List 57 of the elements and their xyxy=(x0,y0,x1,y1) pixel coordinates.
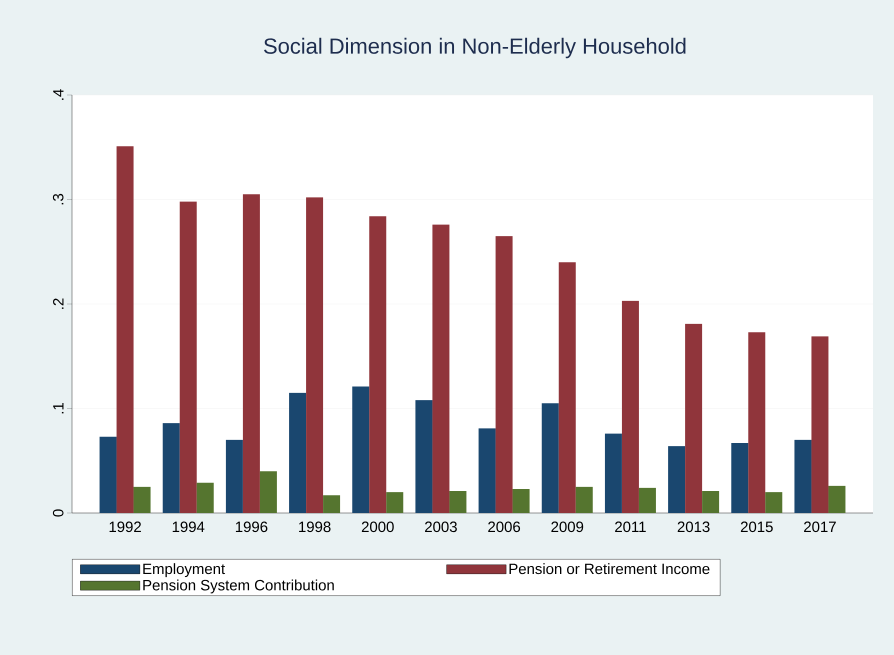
bar xyxy=(558,262,576,513)
bar xyxy=(512,488,530,513)
bar xyxy=(638,488,656,513)
bar xyxy=(196,482,214,513)
legend-label: Pension System Contribution xyxy=(143,579,334,594)
bar xyxy=(134,486,151,513)
legend-label: Employment xyxy=(143,563,226,578)
bar xyxy=(323,495,340,513)
x-tick-label: 1998 xyxy=(299,522,331,532)
bar xyxy=(449,491,466,513)
y-tick-label: .2 xyxy=(53,298,64,309)
y-tick-label: .3 xyxy=(52,194,64,204)
x-tick-label: 2011 xyxy=(615,522,646,532)
x-tick-label: 1996 xyxy=(236,522,268,532)
bar xyxy=(226,440,243,513)
x-tick-label: 2015 xyxy=(740,522,773,532)
bar xyxy=(432,224,450,513)
bar xyxy=(386,492,404,513)
bar xyxy=(496,236,513,513)
bar xyxy=(260,471,277,513)
bar xyxy=(415,400,432,513)
y-tick-label: .4 xyxy=(53,89,64,100)
bar xyxy=(748,332,766,513)
bar xyxy=(731,442,748,513)
x-tick-label: 1992 xyxy=(110,522,141,532)
bar xyxy=(685,324,702,513)
bar xyxy=(116,146,134,513)
x-tick-label: 2009 xyxy=(551,522,584,532)
bar xyxy=(604,434,622,513)
chart-title: Social Dimension in Non-Elderly Household xyxy=(264,38,686,58)
bar xyxy=(702,491,720,513)
bar xyxy=(478,428,496,513)
y-tick-label: .1 xyxy=(53,403,64,414)
bar xyxy=(369,216,386,513)
bar xyxy=(668,446,686,513)
bar xyxy=(352,386,370,513)
bar xyxy=(811,336,828,513)
bar xyxy=(622,300,639,513)
bar xyxy=(162,423,180,513)
bar xyxy=(828,486,846,513)
bar xyxy=(100,436,117,513)
bar xyxy=(180,202,197,513)
x-tick-label: 1994 xyxy=(172,522,204,532)
bar xyxy=(794,440,812,513)
x-tick-label: 2003 xyxy=(425,522,457,532)
bar xyxy=(306,197,324,513)
bar xyxy=(765,492,782,513)
legend-label: Pension or Retirement Income xyxy=(510,563,710,574)
bar xyxy=(576,486,593,513)
bar xyxy=(289,392,306,513)
bar xyxy=(242,194,260,513)
x-tick-label: 2000 xyxy=(362,522,394,532)
x-tick-label: 2006 xyxy=(488,522,520,532)
x-tick-label: 2017 xyxy=(804,522,836,532)
y-tick-label: 0 xyxy=(52,509,64,517)
bar xyxy=(542,403,559,513)
x-tick-label: 2013 xyxy=(678,522,710,532)
